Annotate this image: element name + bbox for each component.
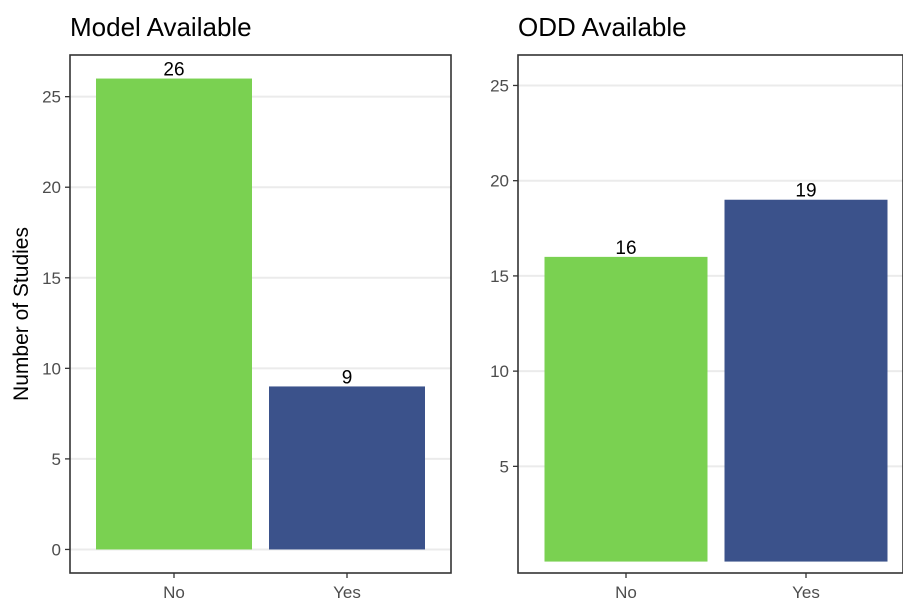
bar-no [96,78,252,550]
y-tick-label: 20 [42,178,61,197]
y-tick-label: 15 [490,267,509,286]
x-tick-label: Yes [333,583,361,600]
bar-yes [269,386,425,550]
chart-panel-1: Model Available 26 9 0 5 10 15 20 25 No Yes Number … [10,12,452,602]
y-tick-label: 25 [490,76,509,95]
bar-yes [724,199,888,562]
y-axis-title: Number of Studies [10,227,33,401]
data-label: 26 [163,60,184,81]
data-label: 16 [615,238,636,259]
y-tick-label: 10 [42,359,61,378]
data-label: 19 [795,181,816,202]
x-tick-label: Yes [792,583,820,600]
chart-title: Model Available [70,12,252,42]
x-tick-label: No [163,583,185,600]
panel-border [517,54,903,574]
y-tick-label: 25 [42,88,61,107]
y-tick-label: 5 [52,450,61,469]
y-tick-label: 0 [52,540,61,559]
chart-title: ODD Available [518,12,687,42]
bar-no [544,256,708,562]
y-tick-label: 15 [42,269,61,288]
data-label: 9 [342,367,353,388]
chart-panel-2: ODD Available 16 19 5 10 15 20 25 No Yes [490,12,903,602]
y-tick-label: 10 [490,362,509,381]
y-tick-label: 20 [490,172,509,191]
x-tick-label: No [615,583,637,600]
y-tick-label: 5 [500,457,509,476]
panel-border [69,54,452,574]
